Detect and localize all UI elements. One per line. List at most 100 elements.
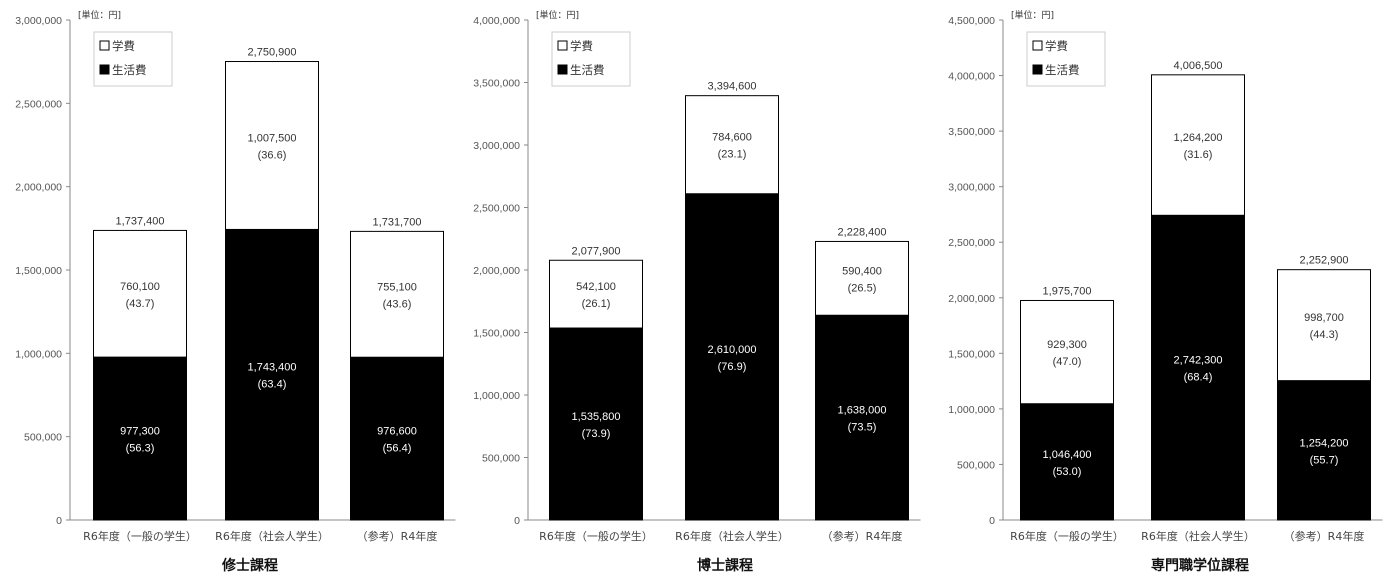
bar-segment-tuition	[1277, 269, 1371, 382]
data-label-living-value: 1,743,400	[248, 362, 297, 374]
data-label-living-value: 2,610,000	[708, 344, 757, 356]
data-label-total: 2,750,900	[248, 47, 297, 59]
y-tick-label: 1,000,000	[15, 348, 62, 360]
legend-swatch-tuition	[1032, 40, 1043, 51]
unit-label: [単位：円]	[536, 9, 579, 21]
bar-segment-living	[93, 356, 187, 521]
data-label-tuition-percent: (26.5)	[848, 282, 877, 294]
bar-segment-living	[685, 193, 779, 521]
legend-label-living: 生活費	[112, 63, 147, 77]
y-tick-label: 2,500,000	[15, 98, 62, 110]
chart-title: 博士課程	[697, 557, 753, 574]
y-tick-label: 0	[56, 515, 62, 527]
y-tick-label: 2,500,000	[948, 237, 995, 249]
data-label-living-value: 1,254,200	[1300, 437, 1349, 449]
x-category-label: R6年度（社会人学生）	[215, 529, 329, 543]
data-label-living-percent: (73.9)	[582, 428, 611, 440]
data-label-total: 1,737,400	[116, 215, 165, 227]
bar-segment-living	[1151, 214, 1245, 521]
x-category-label: R6年度（一般の学生）	[539, 529, 653, 543]
bar-segment-tuition	[93, 229, 187, 358]
data-label-total: 1,731,700	[373, 216, 422, 228]
y-tick-label: 1,500,000	[948, 348, 995, 360]
data-label-living-percent: (68.4)	[1184, 372, 1213, 384]
y-tick-label: 500,000	[482, 453, 520, 465]
legend-label-tuition: 学費	[112, 39, 135, 53]
bar-segment-tuition	[1151, 74, 1245, 216]
data-label-tuition-value: 1,007,500	[248, 132, 297, 144]
data-label-tuition-percent: (43.7)	[126, 298, 155, 310]
bar-segment-tuition	[549, 259, 643, 329]
data-label-living-percent: (53.0)	[1053, 466, 1082, 478]
data-label-living-percent: (73.5)	[848, 422, 877, 434]
data-label-tuition-percent: (31.6)	[1184, 149, 1213, 161]
data-label-total: 4,006,500	[1174, 60, 1223, 72]
data-label-total: 2,252,900	[1300, 255, 1349, 267]
data-label-living-percent: (56.3)	[126, 443, 155, 455]
data-label-tuition-value: 929,300	[1047, 339, 1087, 351]
legend-label-tuition: 学費	[570, 39, 593, 53]
data-label-total: 2,228,400	[838, 226, 887, 238]
legend-swatch-living	[557, 64, 568, 75]
data-label-tuition-value: 1,264,200	[1174, 132, 1223, 144]
x-category-label: （参考）R4年度	[822, 529, 903, 543]
legend-label-tuition: 学費	[1045, 39, 1068, 53]
y-tick-label: 2,000,000	[473, 265, 520, 277]
bar-segment-tuition	[685, 95, 779, 195]
x-category-label: R6年度（一般の学生）	[83, 529, 197, 543]
data-label-living-percent: (55.7)	[1310, 454, 1339, 466]
bar-segment-tuition	[1020, 299, 1114, 405]
data-label-tuition-value: 755,100	[377, 281, 417, 293]
data-label-living-percent: (63.4)	[258, 379, 287, 391]
x-category-label: （参考）R4年度	[1284, 529, 1365, 543]
chart-title: 専門職学位課程	[1151, 557, 1249, 574]
bar-segment-tuition	[350, 230, 444, 358]
x-category-label: R6年度（一般の学生）	[1010, 529, 1124, 543]
data-label-tuition-value: 784,600	[712, 132, 752, 144]
data-label-living-value: 2,742,300	[1174, 355, 1223, 367]
chart-panel-2: 0 500,000 1,000,000 1,500,000 2,000,000 2,500…	[473, 9, 921, 574]
data-label-living-value: 977,300	[120, 426, 160, 438]
data-label-total: 2,077,900	[572, 245, 621, 257]
data-label-living-value: 1,046,400	[1043, 449, 1092, 461]
bar-segment-living	[350, 356, 444, 521]
data-label-total: 3,394,600	[708, 81, 757, 93]
y-tick-label: 3,500,000	[473, 78, 520, 90]
y-tick-label: 500,000	[24, 432, 62, 444]
y-tick-label: 3,000,000	[948, 182, 995, 194]
y-tick-label: 3,000,000	[15, 15, 62, 27]
y-tick-label: 1,000,000	[948, 404, 995, 416]
y-tick-label: 0	[514, 515, 520, 527]
y-tick-label: 500,000	[957, 459, 995, 471]
bar-segment-tuition	[225, 61, 319, 230]
data-label-living-value: 976,600	[377, 426, 417, 438]
data-label-tuition-percent: (26.1)	[582, 298, 611, 310]
y-tick-label: 2,000,000	[948, 293, 995, 305]
data-label-tuition-value: 760,100	[120, 281, 160, 293]
data-label-living-percent: (56.4)	[383, 443, 412, 455]
y-tick-label: 3,500,000	[948, 126, 995, 138]
bar-segment-tuition	[815, 240, 909, 316]
y-tick-label: 1,000,000	[473, 390, 520, 402]
data-label-tuition-percent: (43.6)	[383, 298, 412, 310]
x-category-label: R6年度（社会人学生）	[1141, 529, 1255, 543]
y-tick-label: 4,500,000	[948, 15, 995, 27]
x-category-label: R6年度（社会人学生）	[675, 529, 789, 543]
data-label-tuition-value: 998,700	[1304, 312, 1344, 324]
chart-panel-1: 0 500,000 1,000,000 1,500,000 2,000,000 2,500…	[15, 9, 456, 574]
data-label-tuition-percent: (36.6)	[258, 149, 287, 161]
data-label-total: 1,975,700	[1043, 285, 1092, 297]
y-tick-label: 2,500,000	[473, 203, 520, 215]
unit-label: [単位：円]	[1011, 9, 1054, 21]
bar-segment-living	[1020, 403, 1114, 521]
data-label-living-value: 1,638,000	[838, 405, 887, 417]
data-label-living-value: 1,535,800	[572, 411, 621, 423]
y-tick-label: 0	[989, 515, 995, 527]
data-label-tuition-percent: (47.0)	[1053, 356, 1082, 368]
bar-segment-living	[225, 228, 319, 521]
legend-swatch-living	[1032, 64, 1043, 75]
legend-swatch-tuition	[99, 40, 110, 51]
legend-swatch-tuition	[557, 40, 568, 51]
y-tick-label: 1,500,000	[15, 265, 62, 277]
